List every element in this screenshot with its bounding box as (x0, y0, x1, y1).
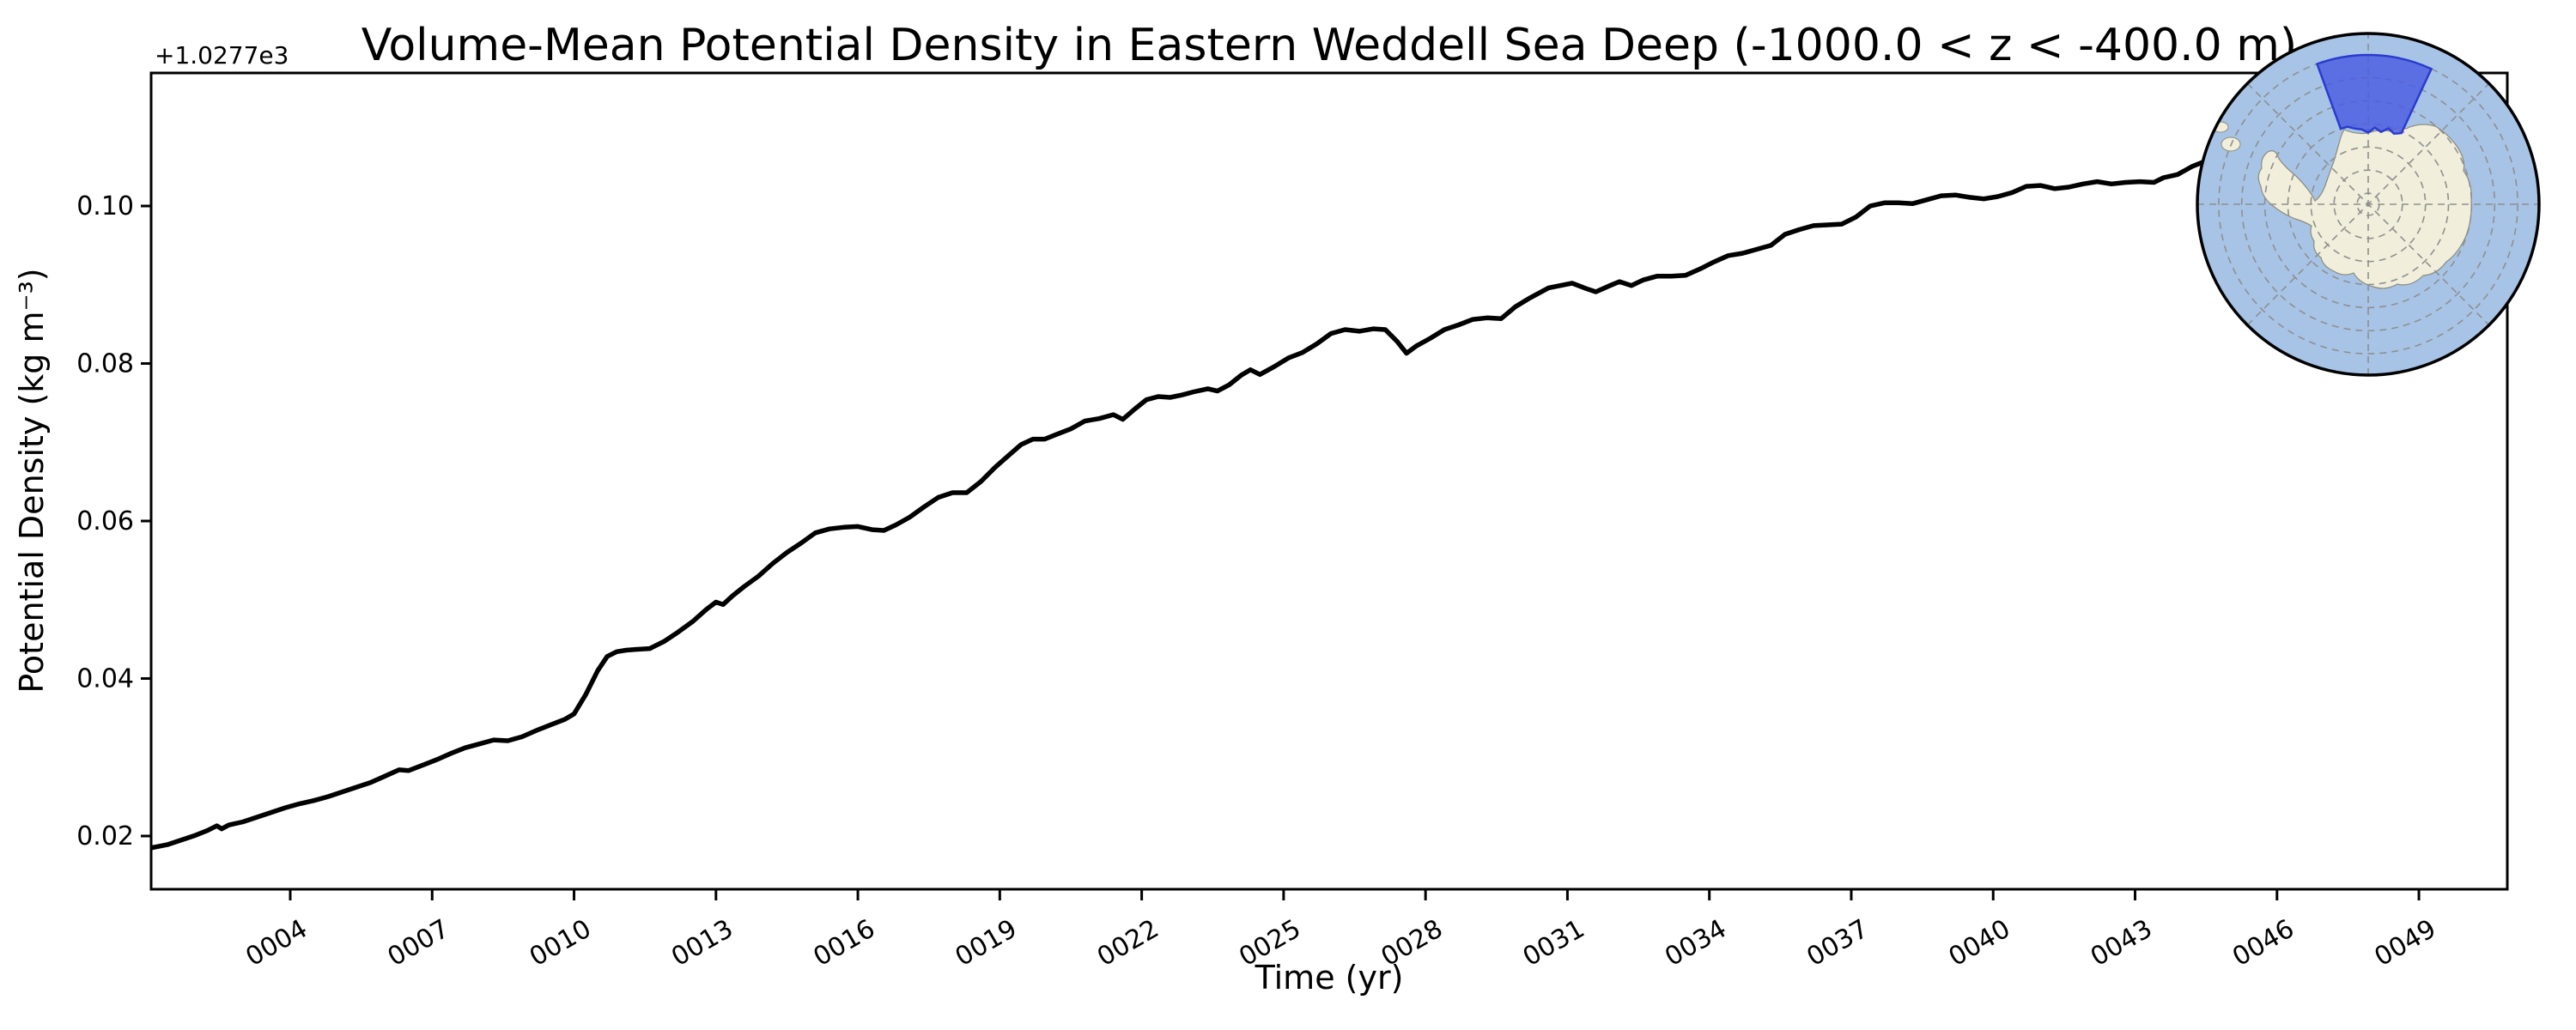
y-tick-label: 0.08 (76, 349, 134, 379)
x-tick-label: 0040 (1944, 914, 2016, 972)
x-tick-label: 0019 (951, 914, 1023, 972)
x-tick-label: 0043 (2086, 914, 2158, 972)
x-tick-label: 0034 (1660, 914, 1732, 972)
x-tick-label: 0031 (1518, 914, 1590, 972)
eastern-weddell-sea-region (2315, 53, 2433, 135)
antarctica-landmass (2257, 124, 2472, 289)
x-tick-label: 0010 (525, 914, 597, 972)
density-timeseries-line (151, 142, 2507, 851)
x-tick-label: 0013 (666, 914, 738, 972)
meridian-line (2246, 82, 2490, 326)
y-axis-offset-text: +1.0277e3 (155, 41, 289, 70)
x-tick-label: 0007 (383, 914, 455, 972)
y-tick-label: 0.06 (76, 506, 134, 536)
y-axis-ticks: 0.02 0.04 0.06 0.08 0.10 (76, 191, 151, 851)
plot-frame (149, 71, 2509, 891)
x-tick-label: 0046 (2227, 914, 2300, 972)
x-tick-label: 0037 (1801, 914, 1874, 972)
x-tick-label: 0022 (1092, 914, 1164, 972)
y-tick-label: 0.02 (76, 821, 134, 851)
y-axis-label: Potential Density (kg m⁻³) (13, 268, 51, 693)
y-tick-label: 0.10 (76, 191, 134, 221)
map-border (2196, 32, 2541, 377)
x-tick-label: 0016 (808, 914, 880, 972)
x-tick-label: 0049 (2369, 914, 2441, 972)
latitude-circle (2218, 54, 2518, 354)
inset-antarctic-map (2196, 32, 2541, 377)
x-axis-label: Time (yr) (1255, 959, 1404, 997)
island (2204, 110, 2216, 118)
y-tick-label: 0.04 (76, 664, 134, 694)
chart-title: Volume-Mean Potential Density in Eastern… (361, 20, 2297, 71)
x-tick-label: 0004 (240, 914, 313, 972)
